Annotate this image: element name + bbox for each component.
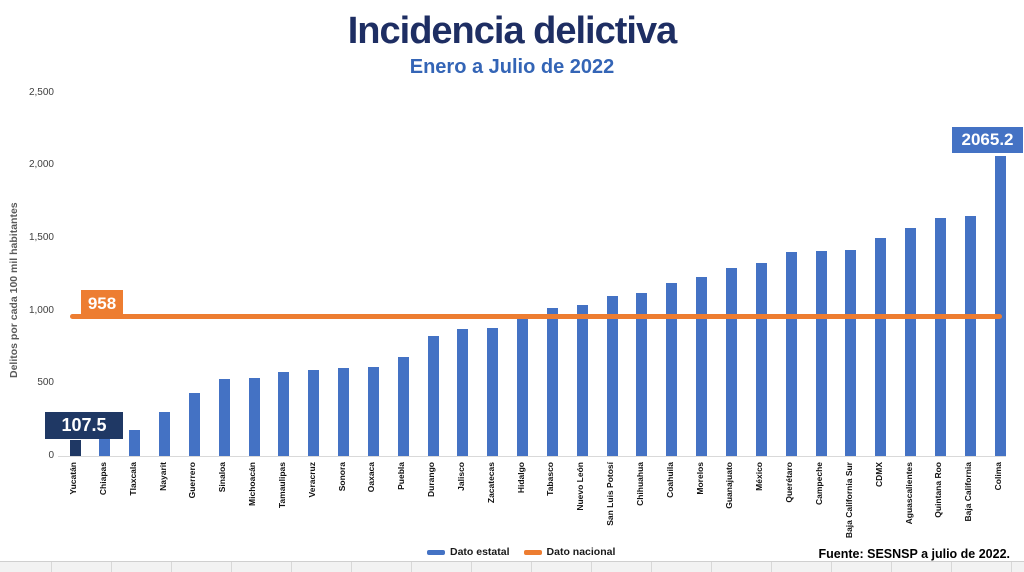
x-axis-label: Nayarit — [157, 462, 168, 491]
bar-tamaulipas — [278, 372, 290, 456]
chart-subtitle: Enero a Julio de 2022 — [409, 56, 615, 78]
x-axis-label: Zacatecas — [485, 462, 496, 504]
state-series-swatch-icon — [427, 549, 445, 555]
source-note: Fuente: SESNSP a julio de 2022. — [818, 547, 1011, 561]
bar-oaxaca — [367, 367, 379, 456]
x-axis-label: Chiapas — [97, 462, 108, 496]
x-axis-label: Nuevo León — [575, 462, 586, 511]
x-axis-label: Jalisco — [455, 462, 466, 491]
national-average-label: 958 — [81, 290, 123, 317]
x-axis-baseline — [58, 456, 1006, 457]
bar-puebla — [397, 357, 409, 456]
bar-chiapas — [99, 432, 111, 456]
legend-item-state: Dato estatal — [427, 546, 510, 558]
national-average-line — [70, 314, 1002, 319]
legend-item-national: Dato nacional — [523, 546, 616, 558]
bar-aguascalientes — [905, 228, 917, 456]
chart-title: Incidencia delictiva — [347, 10, 677, 52]
min-value-label: 107.5 — [45, 412, 123, 439]
bar-tlaxcala — [129, 429, 141, 456]
bar-cdmx — [875, 238, 887, 456]
x-axis-label: Tlaxcala — [127, 462, 138, 496]
x-axis-label: Sinaloa — [217, 462, 228, 493]
bar-colima — [994, 155, 1006, 456]
bar-zacatecas — [487, 327, 499, 456]
bar-quer-taro — [785, 251, 797, 456]
x-axis-label: Guerrero — [187, 462, 198, 499]
bar-sinaloa — [218, 378, 230, 456]
bar-veracruz — [308, 370, 320, 456]
x-axis-label: Sonora — [336, 462, 347, 492]
bar-m-xico — [755, 262, 767, 456]
y-tick-label: 1,000 — [28, 304, 54, 316]
legend-national-label: Dato nacional — [546, 546, 616, 558]
x-axis-label: Morelos — [694, 462, 705, 495]
bar-coahuila — [666, 283, 678, 456]
x-axis-label: Hidalgo — [515, 462, 526, 494]
x-axis-label: CDMX — [873, 462, 884, 488]
bar-san-luis-potos- — [606, 295, 618, 456]
x-axis-label: Colima — [993, 462, 1004, 491]
bar-guerrero — [188, 393, 200, 456]
bar-baja-california-sur — [845, 250, 857, 456]
x-axis-label: Michoacán — [247, 462, 258, 506]
bar-hidalgo — [517, 319, 529, 456]
x-axis-label: San Luis Potosí — [605, 462, 616, 526]
bar-sonora — [338, 367, 350, 456]
x-axis-label: Baja California Sur — [843, 462, 854, 539]
x-axis-label: Tamaulipas — [276, 462, 287, 509]
bottom-cells-strip — [0, 561, 1024, 572]
x-axis-label: Tabasco — [545, 462, 556, 496]
y-tick-label: 1,500 — [28, 231, 54, 243]
bar-tabasco — [546, 308, 558, 456]
x-axis-label: Veracruz — [306, 462, 317, 498]
bar-guanajuato — [725, 268, 737, 456]
bar-michoac-n — [248, 377, 260, 456]
x-axis-label: Baja California — [963, 462, 974, 522]
legend: Dato estatal Dato nacional — [427, 546, 615, 558]
x-axis-label: Coahuila — [664, 462, 675, 498]
x-axis-label: Querétaro — [784, 462, 795, 503]
x-axis-label: Puebla — [396, 462, 407, 490]
y-axis-title: Delitos por cada 100 mil habitantes — [8, 202, 20, 378]
x-axis-label: Campeche — [814, 462, 824, 505]
x-axis-label: Yucatán — [68, 462, 78, 495]
national-series-swatch-icon — [523, 549, 542, 555]
y-tick-label: 500 — [37, 377, 54, 389]
x-axis-label: Aguascalientes — [903, 462, 914, 525]
x-axis-label: Oaxaca — [366, 462, 377, 493]
legend-state-label: Dato estatal — [450, 546, 510, 558]
x-axis-label: Durango — [426, 462, 437, 497]
x-axis-label: Quintana Roo — [933, 462, 944, 518]
bar-chihuahua — [636, 292, 648, 456]
bar-nuevo-le-n — [576, 305, 588, 456]
bar-yucat-n — [69, 440, 81, 456]
y-tick-label: 2,000 — [28, 159, 54, 171]
bar-durango — [427, 335, 439, 456]
bar-morelos — [696, 276, 708, 456]
x-axis-label: Guanajuato — [724, 462, 735, 509]
max-value-label: 2065.2 — [952, 127, 1023, 153]
x-axis-label: México — [754, 462, 765, 491]
bar-nayarit — [159, 411, 171, 456]
bar-quintana-roo — [934, 218, 946, 456]
bar-baja-california — [964, 215, 976, 456]
x-axis-label: Chihuahua — [634, 462, 645, 506]
y-tick-label: 2,500 — [28, 86, 54, 98]
y-tick-label: 0 — [48, 450, 54, 461]
bar-jalisco — [457, 328, 469, 456]
bar-campeche — [815, 251, 827, 456]
